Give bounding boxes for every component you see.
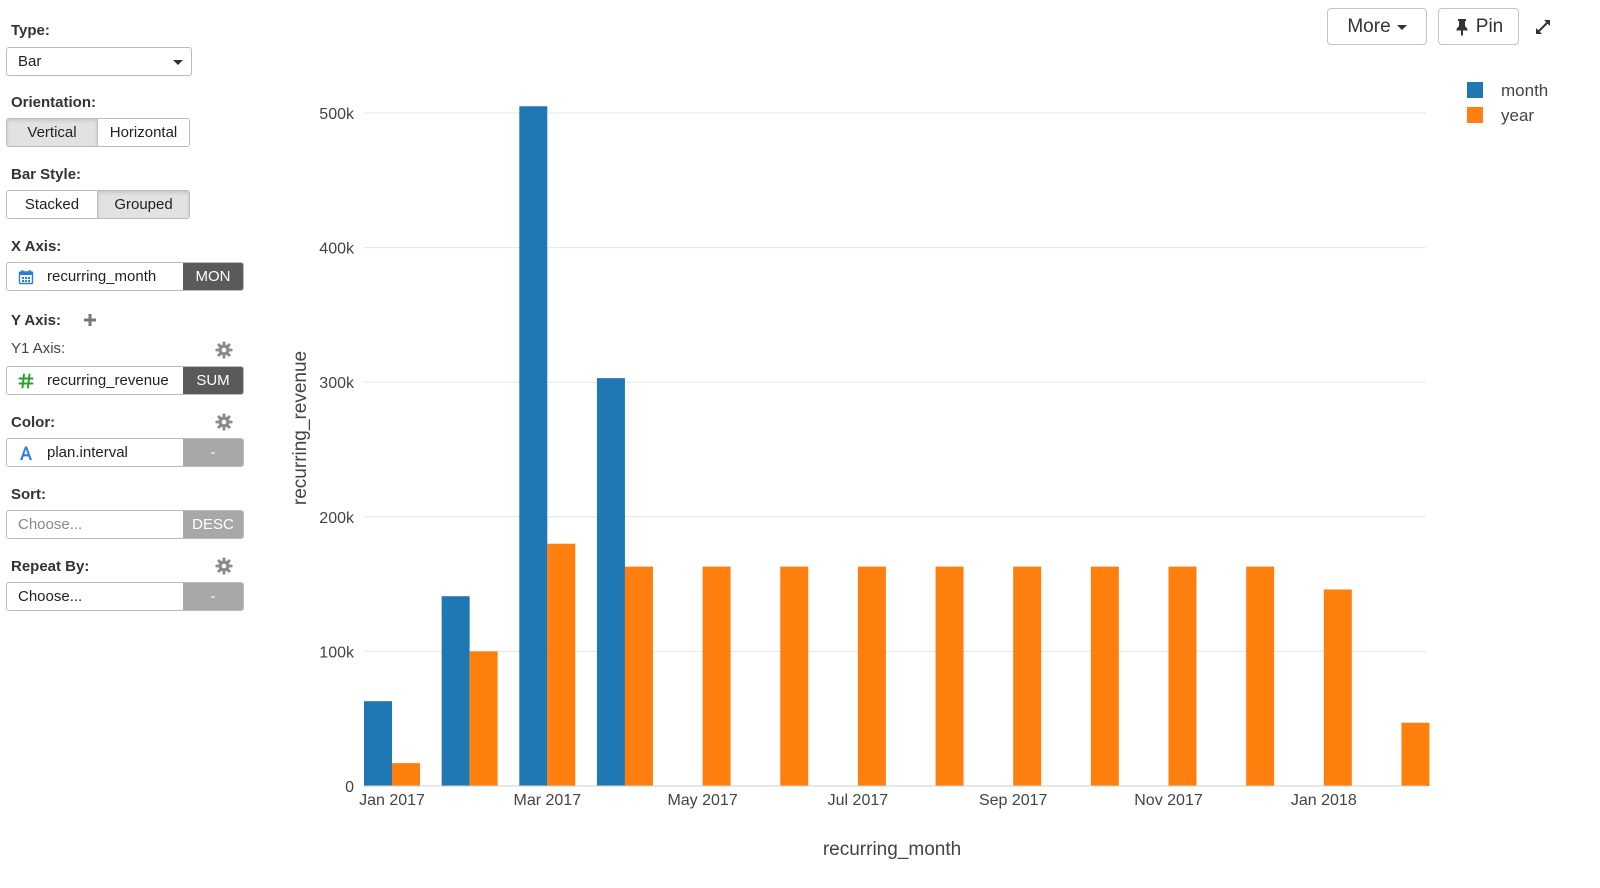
y-tick-label: 0: [345, 779, 354, 796]
legend-label-month: month: [1501, 81, 1548, 100]
bar-year: [702, 566, 731, 786]
color-aggregation-tag[interactable]: -: [183, 439, 243, 466]
x-tick-label: May 2017: [667, 792, 737, 809]
color-field[interactable]: plan.interval -: [6, 438, 244, 467]
x-tick-label: Sep 2017: [979, 792, 1048, 809]
more-button[interactable]: More: [1327, 8, 1427, 45]
pin-button-label: Pin: [1475, 15, 1504, 37]
y1-axis-gear-icon[interactable]: [215, 341, 233, 359]
x-axis-title: recurring_month: [823, 839, 961, 860]
x-tick-label: Jul 2017: [828, 792, 889, 809]
chart-type-value: Bar: [18, 53, 42, 70]
chart-axes: 0 100k 200k 300k 400k 500k Jan 2017 Mar 2017 May…: [319, 106, 1426, 809]
sort-field[interactable]: Choose... DESC: [6, 510, 244, 539]
bar-year: [1168, 566, 1197, 786]
bar-style-label: Bar Style:: [11, 166, 82, 183]
sort-direction-tag[interactable]: DESC: [183, 511, 243, 538]
x-tick-label: Mar 2017: [514, 792, 582, 809]
text-type-icon: [17, 445, 35, 461]
x-axis-label: X Axis:: [11, 238, 62, 255]
legend-swatch-year: [1467, 107, 1483, 123]
y-tick-label: 500k: [319, 106, 355, 123]
y-tick-label: 100k: [319, 644, 355, 661]
expand-icon[interactable]: [1533, 17, 1553, 37]
repeat-by-chooser[interactable]: Choose...: [18, 588, 83, 605]
bar-month: [596, 378, 625, 786]
bar-year: [935, 566, 964, 786]
hash-icon: [17, 373, 35, 389]
x-axis-aggregation-tag[interactable]: MON: [183, 263, 243, 290]
y-axis-field-label: recurring_revenue: [47, 372, 169, 389]
y1-axis-label: Y1 Axis:: [11, 340, 66, 357]
chart-legend: month year: [1467, 81, 1548, 125]
bar-year: [1013, 566, 1042, 786]
repeat-by-tag[interactable]: -: [183, 583, 243, 610]
chart-config-sidebar: Type: Bar Orientation: Vertical Horizont…: [0, 0, 260, 888]
legend-swatch-month: [1467, 82, 1483, 98]
y-axis-title: recurring_revenue: [290, 351, 311, 505]
bar-month: [364, 701, 392, 786]
y-axis-label: Y Axis:: [11, 312, 62, 329]
x-axis-field-name[interactable]: recurring_month: [7, 263, 183, 290]
orientation-vertical-button[interactable]: Vertical: [7, 119, 97, 146]
color-gear-icon[interactable]: [215, 413, 233, 431]
bar-year: [547, 543, 576, 786]
y-axis-field[interactable]: recurring_revenue SUM: [6, 366, 244, 395]
repeat-by-gear-icon[interactable]: [215, 557, 233, 575]
x-axis-field[interactable]: recurring_month MON: [6, 262, 244, 291]
bar-year: [1323, 589, 1352, 786]
x-tick-label: Jan 2017: [359, 792, 425, 809]
legend-label-year: year: [1501, 106, 1534, 125]
chevron-down-icon: [173, 60, 183, 65]
chart-bars: [364, 106, 1430, 786]
x-axis-field-label: recurring_month: [47, 268, 157, 285]
orientation-label: Orientation:: [11, 94, 96, 111]
color-label: Color:: [11, 414, 56, 431]
repeat-by-label: Repeat By:: [11, 558, 90, 575]
repeat-by-field[interactable]: Choose... -: [6, 582, 244, 611]
y-tick-label: 200k: [319, 510, 355, 527]
y-axis-field-name[interactable]: recurring_revenue: [7, 367, 183, 394]
bar-year: [392, 763, 420, 786]
y-tick-label: 300k: [319, 375, 355, 392]
pin-button[interactable]: Pin: [1438, 8, 1519, 45]
bar-year: [1401, 722, 1430, 786]
orientation-toggle: Vertical Horizontal: [6, 118, 190, 147]
add-y-axis-icon[interactable]: [82, 312, 98, 328]
bar-year: [624, 566, 653, 786]
color-field-name[interactable]: plan.interval: [7, 439, 183, 466]
pin-icon: [1456, 18, 1468, 35]
bar-month: [441, 596, 470, 786]
more-button-label: More: [1347, 15, 1391, 37]
chart-type-select[interactable]: Bar: [6, 47, 192, 76]
bar-style-grouped-button[interactable]: Grouped: [97, 191, 189, 218]
bar-year: [1090, 566, 1119, 786]
y-axis-aggregation-tag[interactable]: SUM: [183, 367, 243, 394]
type-label: Type:: [11, 22, 50, 39]
bar-style-toggle: Stacked Grouped: [6, 190, 190, 219]
sort-chooser[interactable]: Choose...: [18, 516, 83, 533]
bar-year: [469, 651, 498, 786]
caret-down-icon: [1396, 25, 1407, 30]
bar-year: [1246, 566, 1275, 786]
orientation-horizontal-button[interactable]: Horizontal: [97, 119, 189, 146]
bar-year: [780, 566, 809, 786]
x-tick-label: Nov 2017: [1134, 792, 1203, 809]
sort-label: Sort:: [11, 486, 46, 503]
calendar-icon: [17, 269, 35, 285]
bar-month: [519, 106, 548, 786]
bar-year: [857, 566, 886, 786]
bar-style-stacked-button[interactable]: Stacked: [7, 191, 97, 218]
y-tick-label: 400k: [319, 241, 355, 258]
color-field-label: plan.interval: [47, 444, 128, 461]
x-tick-label: Jan 2018: [1291, 792, 1357, 809]
